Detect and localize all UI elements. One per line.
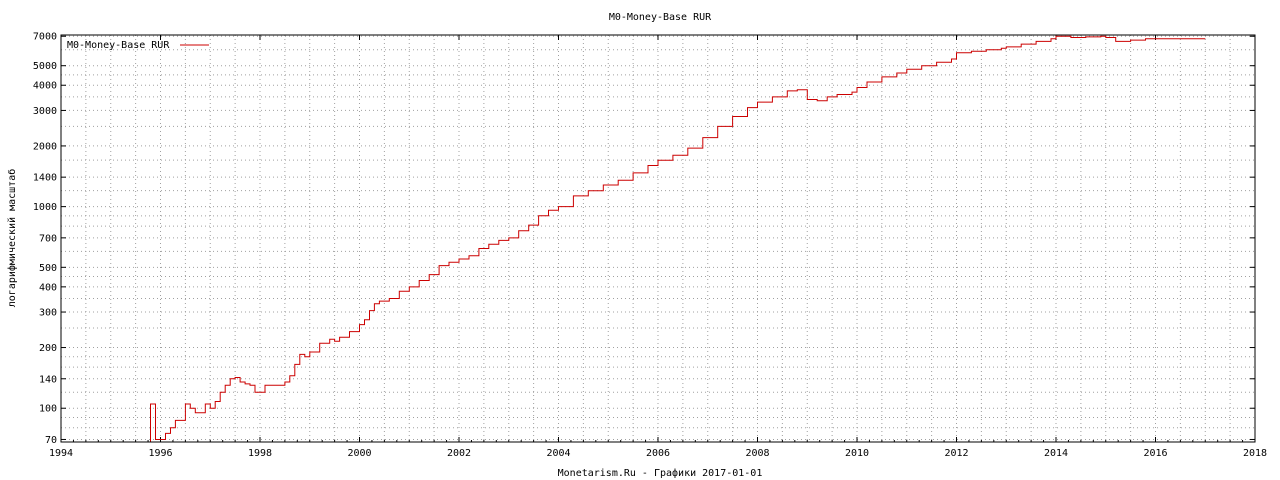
y-tick-label: 400	[39, 282, 57, 293]
y-tick-label: 5000	[33, 61, 57, 72]
x-tick-label: 2018	[1243, 448, 1267, 459]
y-tick-label: 1000	[33, 202, 57, 213]
y-tick-label: 7000	[33, 32, 57, 43]
y-tick-label: 70	[45, 435, 57, 446]
x-tick-label: 2008	[745, 448, 769, 459]
x-tick-label: 2016	[1143, 448, 1167, 459]
chart-title: M0-Money-Base RUR	[609, 12, 712, 23]
plot-frame	[60, 34, 1256, 443]
x-tick-label: 1996	[148, 448, 172, 459]
grid	[60, 35, 1256, 442]
y-axis-label: логарифмический масштаб	[6, 169, 18, 307]
y-tick-label: 1400	[33, 173, 57, 184]
x-tick-label: 2006	[646, 448, 670, 459]
legend-label: M0-Money-Base RUR	[67, 40, 170, 51]
y-tick-label: 100	[39, 404, 57, 415]
series-line	[150, 35, 1206, 442]
y-tick-label: 500	[39, 263, 57, 274]
y-tick-label: 2000	[33, 141, 57, 152]
x-tick-label: 1998	[248, 448, 272, 459]
y-axis: 70 100 140 200 300 400 500 700 1000 1400 2000 3000 4…	[33, 32, 1255, 446]
x-tick-label: 1994	[49, 448, 73, 459]
x-tick-label: 2004	[546, 448, 570, 459]
y-tick-label: 3000	[33, 106, 57, 117]
y-tick-label: 700	[39, 233, 57, 244]
x-tick-label: 2002	[447, 448, 471, 459]
y-tick-label: 200	[39, 343, 57, 354]
x-axis-label: Monetarism.Ru - Графики 2017-01-01	[558, 467, 763, 479]
legend: M0-Money-Base RUR	[67, 40, 209, 51]
x-tick-label: 2012	[944, 448, 968, 459]
y-tick-label: 300	[39, 308, 57, 319]
y-tick-label: 140	[39, 374, 57, 385]
x-tick-label: 2000	[347, 448, 371, 459]
x-tick-label: 2014	[1044, 448, 1068, 459]
x-tick-label: 2010	[845, 448, 869, 459]
series-layer	[150, 35, 1206, 442]
y-tick-label: 4000	[33, 81, 57, 92]
